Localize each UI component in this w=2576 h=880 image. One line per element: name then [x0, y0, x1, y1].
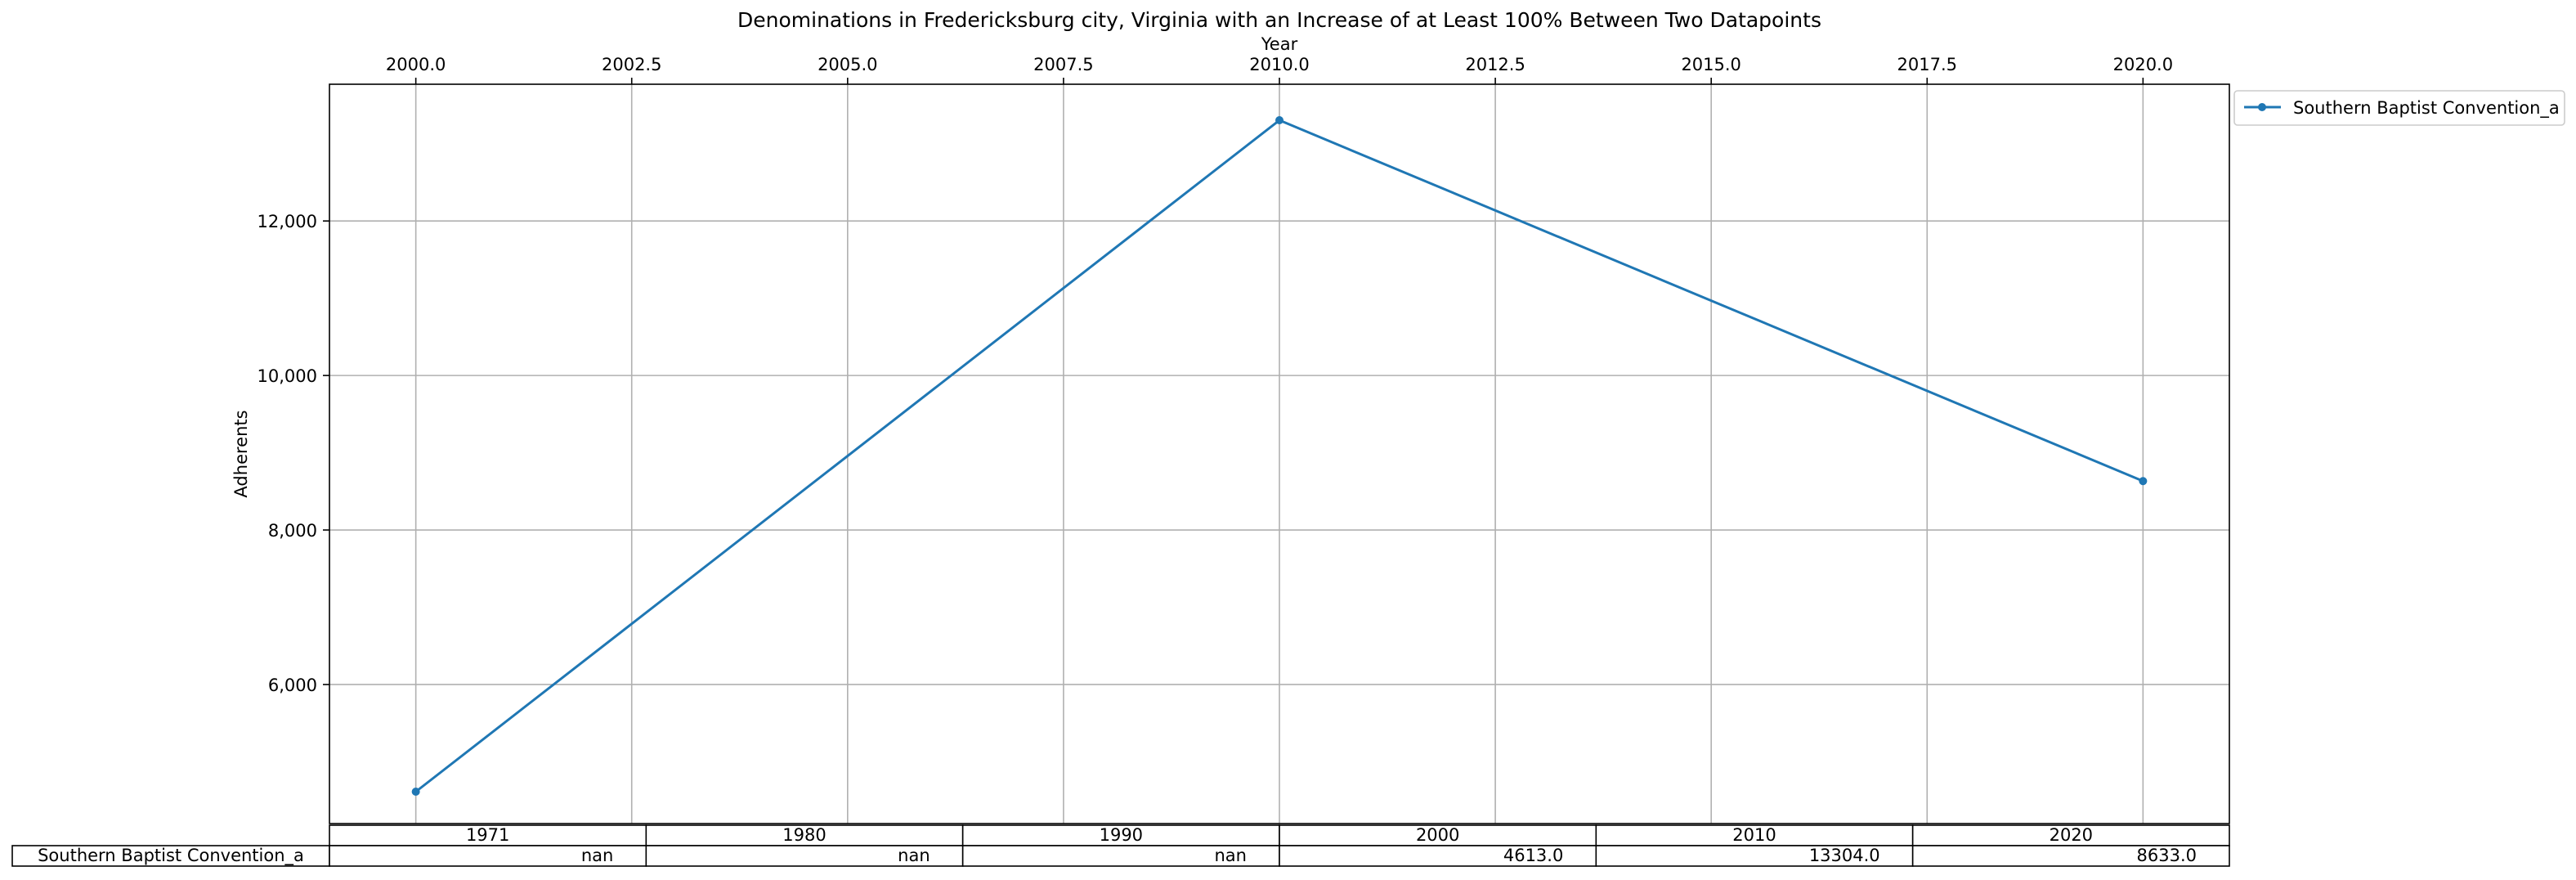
legend-marker-sample — [2258, 103, 2266, 111]
legend: Southern Baptist Convention_a — [2233, 90, 2565, 126]
table-header-cell — [329, 824, 647, 846]
table-cell-value: 4613.0 — [1503, 846, 1563, 865]
table-cell — [961, 845, 1280, 867]
table-header-label: 2010 — [1732, 825, 1776, 845]
x-tick-label: 2005.0 — [818, 55, 877, 74]
x-axis: 2000.0 2002.5 2005.0 2007.5 2010.0 2012.5 2015… — [386, 55, 2173, 84]
data-point — [2139, 477, 2148, 486]
x-tick-label: 2012.5 — [1465, 55, 1525, 74]
y-tick-label: 10,000 — [258, 366, 317, 386]
x-tick-label: 2002.5 — [602, 55, 661, 74]
table-cell-value: nan — [898, 846, 930, 865]
data-table: 1971 1980 1990 2000 2010 2020 Southern Baptist… — [11, 824, 2230, 867]
grid — [329, 84, 2229, 824]
table-row-label-cell — [11, 845, 330, 867]
series-layer — [411, 116, 2148, 796]
table-row-label: Southern Baptist Convention_a — [38, 846, 304, 866]
x-tick-label: 2017.5 — [1897, 55, 1957, 74]
table-cell — [1595, 845, 1914, 867]
y-tick-label: 12,000 — [258, 212, 317, 231]
table-cell-value: nan — [581, 846, 614, 865]
table-header-label: 1980 — [782, 825, 826, 845]
table-cell-value: nan — [1215, 846, 1248, 865]
chart-title: Denominations in Fredericksburg city, Vi… — [737, 8, 1821, 32]
y-tick-label: 6,000 — [268, 676, 317, 695]
data-point — [411, 787, 420, 796]
x-tick-label: 2007.5 — [1033, 55, 1093, 74]
y-axis: 6,000 8,000 10,000 12,000 — [258, 212, 329, 695]
table-cell-value: 13304.0 — [1809, 846, 1880, 865]
table-header-label: 1971 — [466, 825, 509, 845]
y-tick-label: 8,000 — [268, 521, 317, 541]
legend-frame — [2233, 90, 2565, 126]
x-tick-label: 2015.0 — [1681, 55, 1740, 74]
table-header-label: 2000 — [1416, 825, 1459, 845]
table-cell — [329, 845, 647, 867]
table-cell — [1911, 845, 2230, 867]
legend-entry-label: Southern Baptist Convention_a — [2293, 98, 2560, 119]
table-header-label: 1990 — [1100, 825, 1143, 845]
x-axis-label: Year — [1261, 34, 1298, 54]
data-point — [1275, 116, 1284, 125]
table-cell-value: 8633.0 — [2137, 846, 2197, 865]
x-tick-label: 2020.0 — [2113, 55, 2173, 74]
x-tick-label: 2010.0 — [1249, 55, 1309, 74]
y-axis-label: Adherents — [231, 410, 251, 497]
table-header-cell — [961, 824, 1280, 846]
x-tick-label: 2000.0 — [386, 55, 446, 74]
table-cell — [645, 845, 964, 867]
table-header-label: 2020 — [2050, 825, 2093, 845]
